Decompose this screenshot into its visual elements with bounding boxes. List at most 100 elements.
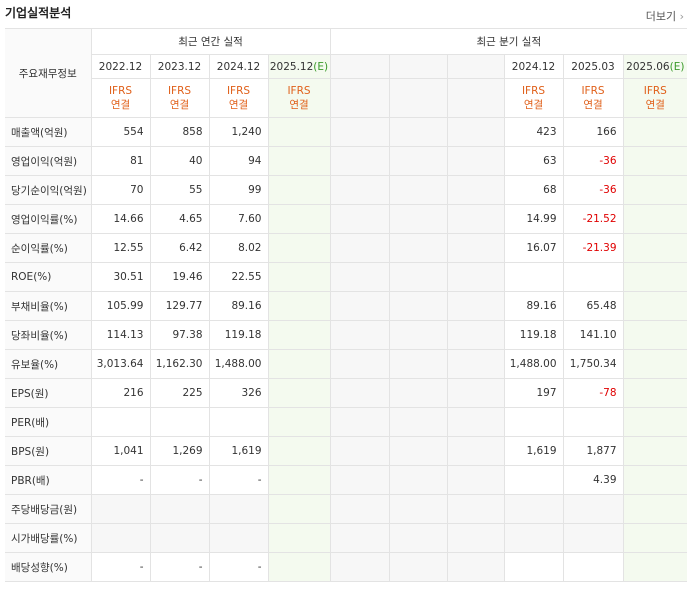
value-cell: 16.07 — [503, 233, 564, 263]
value-cell: 70 — [90, 175, 151, 205]
row-label: PER(배) — [5, 407, 92, 437]
value-cell — [267, 117, 331, 147]
data-row: 주당배당금(원) — [5, 494, 688, 524]
value-cell: 1,619 — [503, 436, 564, 466]
value-cell: 105.99 — [90, 291, 151, 321]
value-cell: - — [149, 465, 210, 495]
value-cell: 22.55 — [208, 262, 269, 292]
value-cell: 119.18 — [503, 320, 564, 350]
standard-header: IFRS 연결 — [622, 78, 688, 118]
value-cell: 19.46 — [149, 262, 210, 292]
value-cell: 40 — [149, 146, 210, 176]
value-cell — [388, 436, 448, 466]
value-cell — [388, 204, 448, 234]
value-cell — [446, 320, 505, 350]
value-cell: 1,750.34 — [562, 349, 624, 379]
value-cell — [622, 175, 688, 205]
value-cell — [622, 523, 688, 553]
value-cell: -21.52 — [562, 204, 624, 234]
row-label: 영업이익(억원) — [5, 146, 92, 176]
value-cell: - — [208, 552, 269, 582]
value-cell: -21.39 — [562, 233, 624, 263]
value-cell — [329, 494, 390, 524]
value-cell — [446, 146, 505, 176]
value-cell — [329, 349, 390, 379]
value-cell — [622, 349, 688, 379]
value-cell: 3,013.64 — [90, 349, 151, 379]
standard-header: IFRS 연결 — [208, 78, 269, 118]
data-row: EPS(원) 216 225 326 197 -78 — [5, 378, 688, 408]
data-row: 배당성향(%) - - - — [5, 552, 688, 582]
value-cell — [622, 436, 688, 466]
row-label: 주당배당금(원) — [5, 494, 92, 524]
row-label: 당기순이익(억원) — [5, 175, 92, 205]
value-cell: 225 — [149, 378, 210, 408]
value-cell — [149, 494, 210, 524]
value-cell: - — [90, 552, 151, 582]
value-cell — [622, 204, 688, 234]
value-cell — [622, 262, 688, 292]
standard: IFRS 연결 — [287, 85, 311, 111]
data-row: 순이익률(%) 12.55 6.42 8.02 16.07 -21.39 — [5, 233, 688, 263]
value-cell: 81 — [90, 146, 151, 176]
value-cell — [446, 291, 505, 321]
value-cell: 99 — [208, 175, 269, 205]
value-cell: 97.38 — [149, 320, 210, 350]
data-row: 당좌비율(%) 114.13 97.38 119.18 119.18 141.10 — [5, 320, 688, 350]
value-cell — [90, 494, 151, 524]
value-cell — [388, 146, 448, 176]
data-row: 부채비율(%) 105.99 129.77 89.16 89.16 65.48 — [5, 291, 688, 321]
data-row: BPS(원) 1,041 1,269 1,619 1,619 1,877 — [5, 436, 688, 466]
date-header: 2023.12 — [149, 54, 210, 79]
value-cell — [446, 552, 505, 582]
value-cell — [622, 291, 688, 321]
value-cell — [329, 204, 390, 234]
value-cell — [446, 262, 505, 292]
standard-header — [329, 78, 390, 118]
value-cell — [208, 523, 269, 553]
row-label: EPS(원) — [5, 378, 92, 408]
date-header: 2025.12(E) — [267, 54, 331, 79]
standard-header — [388, 78, 448, 118]
value-cell — [622, 465, 688, 495]
value-cell — [208, 494, 269, 524]
value-cell: -78 — [562, 378, 624, 408]
value-cell — [503, 523, 564, 553]
date-header: 2025.06(E) — [622, 54, 688, 79]
value-cell — [562, 523, 624, 553]
date-header — [446, 54, 505, 79]
data-row: 시가배당률(%) — [5, 523, 688, 553]
value-cell: 119.18 — [208, 320, 269, 350]
value-cell — [267, 146, 331, 176]
value-cell — [562, 552, 624, 582]
value-cell — [267, 552, 331, 582]
value-cell — [446, 233, 505, 263]
value-cell: 326 — [208, 378, 269, 408]
value-cell — [388, 233, 448, 263]
value-cell: 1,877 — [562, 436, 624, 466]
value-cell — [267, 465, 331, 495]
value-cell: 68 — [503, 175, 564, 205]
value-cell — [267, 204, 331, 234]
date: 2024.12 — [216, 60, 261, 73]
standard: IFRS 연결 — [581, 85, 605, 111]
date-header — [388, 54, 448, 79]
date-header — [329, 54, 390, 79]
value-cell: 14.66 — [90, 204, 151, 234]
value-cell — [446, 204, 505, 234]
group-header: 최근 연간 실적 — [90, 28, 331, 55]
value-cell — [267, 494, 331, 524]
standard-row: IFRS 연결 IFRS 연결 IFRS 연결 IFRS 연결 IFRS 연결 IFRS … — [5, 78, 688, 118]
value-cell — [446, 465, 505, 495]
date: 2025.03 — [571, 60, 615, 73]
value-cell — [622, 552, 688, 582]
value-cell — [562, 494, 624, 524]
value-cell — [267, 233, 331, 263]
value-cell — [329, 233, 390, 263]
row-label: 배당성향(%) — [5, 552, 92, 582]
more-link[interactable]: 더보기 — [646, 8, 684, 24]
value-cell: 1,619 — [208, 436, 269, 466]
value-cell — [329, 465, 390, 495]
value-cell: 197 — [503, 378, 564, 408]
value-cell — [267, 291, 331, 321]
